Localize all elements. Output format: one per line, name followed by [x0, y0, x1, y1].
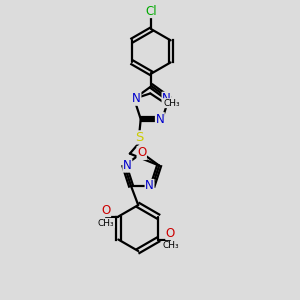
- Text: O: O: [101, 204, 111, 217]
- Text: Cl: Cl: [146, 4, 157, 18]
- Text: CH₃: CH₃: [163, 99, 180, 108]
- Text: S: S: [135, 131, 143, 144]
- Text: N: N: [123, 159, 132, 172]
- Text: CH₃: CH₃: [98, 218, 114, 227]
- Text: N: N: [162, 92, 171, 105]
- Text: O: O: [137, 146, 146, 160]
- Text: N: N: [145, 179, 154, 193]
- Text: N: N: [132, 92, 141, 105]
- Text: O: O: [166, 226, 175, 239]
- Text: CH₃: CH₃: [162, 242, 179, 250]
- Text: N: N: [155, 112, 164, 126]
